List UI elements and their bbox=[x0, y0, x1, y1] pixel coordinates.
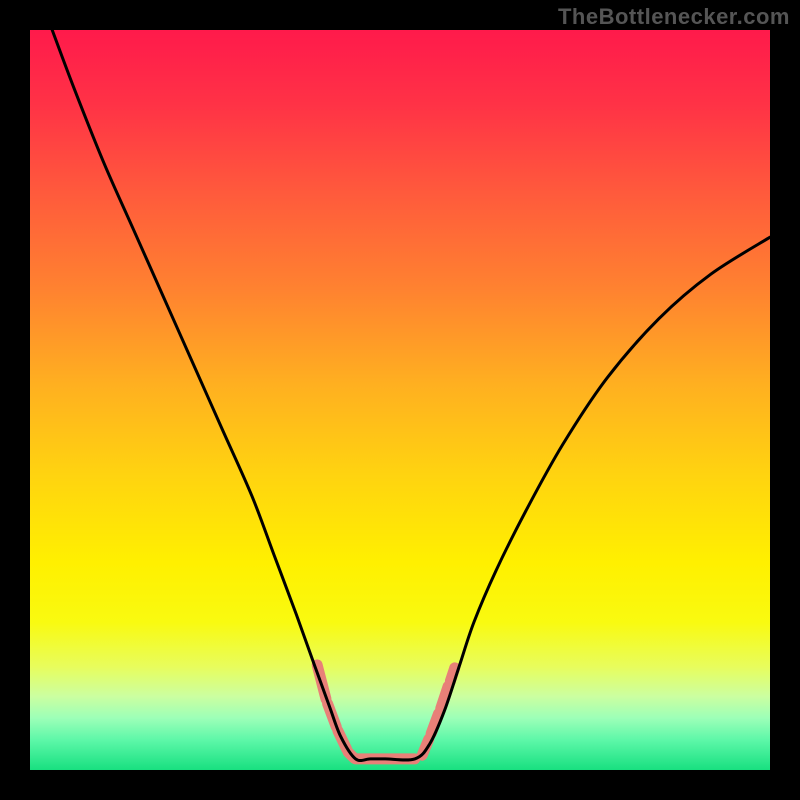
chart-stage: TheBottlenecker.com bbox=[0, 0, 800, 800]
bottleneck-chart bbox=[0, 0, 800, 800]
watermark-text: TheBottlenecker.com bbox=[558, 4, 790, 30]
plot-area bbox=[30, 30, 770, 770]
